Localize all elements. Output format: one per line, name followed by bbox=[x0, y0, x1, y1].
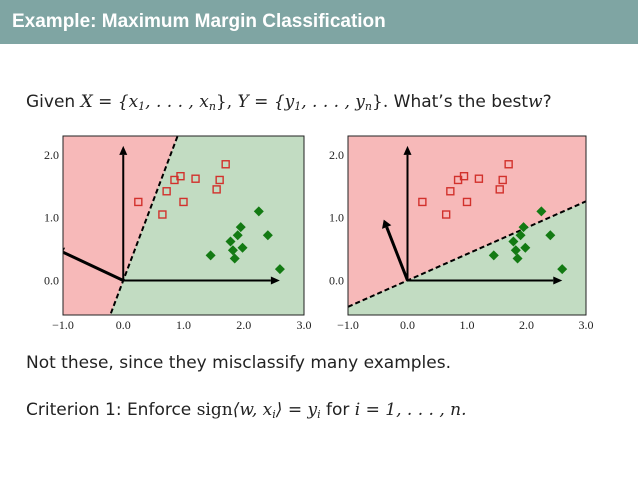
question-line: Given X = {x1, . . . , xn}, Y = {y1, . .… bbox=[26, 92, 552, 113]
negative-sample-marker bbox=[221, 160, 230, 169]
positive-sample-marker bbox=[225, 236, 236, 247]
negative-sample-marker bbox=[212, 185, 221, 194]
y-tick-label: 2.0 bbox=[44, 148, 59, 162]
negative-sample-marker bbox=[462, 197, 472, 207]
positive-sample-marker bbox=[508, 236, 519, 247]
scatter-plot-2: −1.0 0.0 1.0 2.0 3.0 0.0 1.0 2.0 bbox=[329, 135, 594, 332]
scatter-plot-1: −1.0 0.0 1.0 2.0 3.0 0.0 1.0 2.0 bbox=[44, 135, 312, 332]
negative-sample-marker bbox=[498, 175, 507, 185]
plot-frame bbox=[347, 135, 587, 316]
plot-frame bbox=[62, 135, 305, 316]
positive-sample-marker bbox=[274, 264, 285, 275]
negative-sample-marker bbox=[418, 197, 427, 207]
x-tick-label: 2.0 bbox=[236, 318, 251, 332]
x-tick-label: 1.0 bbox=[460, 318, 475, 332]
positive-sample-marker bbox=[520, 242, 531, 253]
negative-sample-marker bbox=[495, 185, 504, 194]
positive-sample-marker bbox=[232, 230, 243, 241]
positive-sample-marker bbox=[515, 230, 526, 241]
whats-best-text: What’s the best bbox=[393, 92, 529, 112]
x-tick-label: −1.0 bbox=[52, 318, 74, 332]
criterion-line: Criterion 1: Enforce sign⟨w, xi⟩ = yi fo… bbox=[26, 400, 467, 421]
w-symbol: w bbox=[528, 92, 543, 112]
negative-sample-marker bbox=[441, 210, 451, 219]
positive-sample-marker bbox=[518, 222, 529, 233]
y-set: Y = {y1, . . . , yn}. bbox=[237, 92, 389, 113]
w-vector-arrow bbox=[385, 226, 409, 282]
negative-sample-marker bbox=[162, 187, 171, 196]
negative-sample-marker bbox=[191, 174, 200, 183]
positive-sample-marker bbox=[253, 206, 264, 217]
x-set: X = {x1, . . . , xn}, bbox=[80, 92, 233, 113]
negative-sample-marker bbox=[446, 187, 455, 196]
y-tick-label: 1.0 bbox=[44, 211, 59, 225]
x-tick-label: −1.0 bbox=[337, 318, 359, 332]
positive-sample-marker bbox=[488, 250, 499, 261]
x-tick-label: 2.0 bbox=[519, 318, 534, 332]
positive-sample-marker bbox=[227, 245, 238, 256]
y-tick-label: 2.0 bbox=[329, 148, 344, 162]
y-tick-label: 1.0 bbox=[329, 211, 344, 225]
y-tick-label: 0.0 bbox=[44, 273, 59, 287]
negative-sample-marker bbox=[158, 210, 167, 219]
x-tick-label: 3.0 bbox=[297, 318, 312, 332]
positive-sample-marker bbox=[557, 264, 568, 275]
positive-sample-marker bbox=[205, 250, 216, 261]
negative-sample-marker bbox=[504, 160, 513, 169]
positive-sample-marker bbox=[235, 222, 246, 233]
negative-sample-marker bbox=[459, 171, 469, 181]
positive-sample-marker bbox=[510, 245, 521, 256]
positive-sample-marker bbox=[512, 253, 523, 264]
negative-sample-marker bbox=[179, 197, 188, 207]
positive-sample-marker bbox=[237, 242, 248, 253]
x-tick-label: 0.0 bbox=[400, 318, 415, 332]
not-these-line: Not these, since they misclassify many e… bbox=[26, 353, 451, 373]
positive-sample-marker bbox=[229, 253, 240, 264]
negative-sample-marker bbox=[474, 174, 484, 183]
positive-sample-marker bbox=[545, 230, 556, 241]
x-tick-label: 0.0 bbox=[116, 318, 131, 332]
negative-sample-marker bbox=[215, 175, 224, 185]
x-tick-label: 1.0 bbox=[176, 318, 191, 332]
x-tick-label: 3.0 bbox=[579, 318, 594, 332]
slide-title: Example: Maximum Margin Classification bbox=[12, 11, 386, 32]
title-bar: Example: Maximum Margin Classification bbox=[0, 0, 638, 44]
negative-sample-marker bbox=[176, 171, 185, 181]
positive-sample-marker bbox=[536, 206, 547, 217]
w-vector-arrow bbox=[63, 250, 124, 282]
decision-boundary bbox=[348, 200, 586, 308]
negative-sample-marker bbox=[134, 197, 143, 207]
positive-sample-marker bbox=[262, 230, 273, 241]
negative-region bbox=[63, 136, 178, 315]
given-text: Given bbox=[26, 92, 76, 112]
y-tick-label: 0.0 bbox=[329, 273, 344, 287]
